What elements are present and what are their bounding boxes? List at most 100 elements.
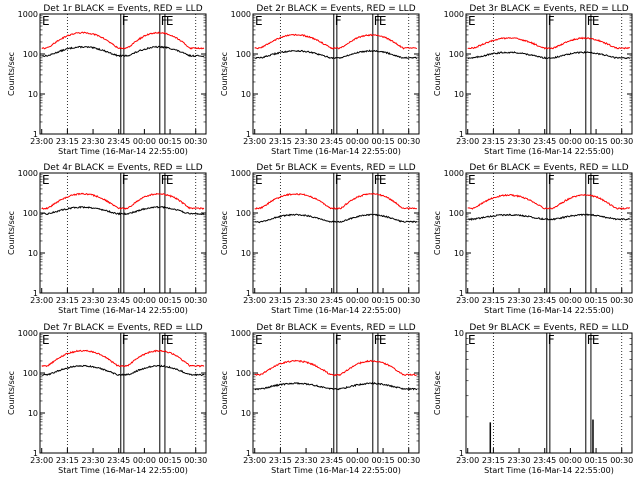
- x-tick-label: 23:00: [456, 137, 479, 146]
- events-series-line: [254, 213, 418, 224]
- x-tick-label: 00:15: [372, 296, 395, 305]
- flag-label: E: [468, 14, 476, 28]
- y-tick-label: 10: [28, 90, 38, 99]
- y-axis-label: Counts/sec: [433, 211, 442, 255]
- x-tick-label: 23:30: [508, 456, 531, 465]
- plot-frame: [252, 13, 420, 135]
- lld-series-line: [467, 193, 631, 210]
- y-tick-label: 1000: [18, 10, 38, 19]
- plot-frame: [465, 332, 633, 454]
- x-axis-label: Start Time (16-Mar-14 22:55:00): [484, 306, 614, 315]
- flag-label: F: [587, 333, 594, 347]
- y-tick-label: 1000: [231, 10, 251, 19]
- x-tick-label: 00:00: [133, 137, 156, 146]
- y-tick-label: 10: [454, 90, 464, 99]
- flag-label: E: [255, 333, 263, 347]
- x-tick-label: 23:45: [107, 296, 130, 305]
- y-tick-label: 1000: [444, 169, 464, 178]
- flag-label: E: [592, 333, 600, 347]
- y-tick-label: 1000: [18, 169, 38, 178]
- x-tick-label: 23:30: [295, 296, 318, 305]
- events-series-line: [254, 381, 418, 391]
- x-tick-label: 00:15: [159, 137, 182, 146]
- x-tick-label: 23:45: [533, 296, 556, 305]
- y-tick-label: 100: [449, 209, 464, 218]
- y-axis-label: Counts/sec: [433, 371, 442, 415]
- lld-series-line: [41, 192, 205, 210]
- y-tick-label: 1: [33, 449, 38, 458]
- x-tick-label: 00:30: [184, 137, 207, 146]
- flag-label: E: [166, 14, 174, 28]
- x-axis-label: Start Time (16-Mar-14 22:55:00): [271, 147, 401, 156]
- events-series-line: [467, 50, 630, 60]
- flag-label: F: [548, 333, 555, 347]
- x-tick-label: 00:00: [133, 456, 156, 465]
- lld-series-line: [254, 359, 418, 377]
- x-tick-label: 23:15: [56, 456, 79, 465]
- x-tick-label: 00:30: [610, 456, 633, 465]
- flag-label: F: [548, 173, 555, 187]
- x-axis-label: Start Time (16-Mar-14 22:55:00): [484, 147, 614, 156]
- flag-label: E: [468, 333, 476, 347]
- flag-label: F: [161, 333, 168, 347]
- plot-frame: [39, 332, 207, 454]
- y-tick-label: 100: [23, 369, 38, 378]
- x-tick-label: 23:45: [320, 137, 343, 146]
- x-tick-label: 00:00: [559, 296, 582, 305]
- events-series-line: [254, 49, 418, 60]
- x-tick-label: 23:15: [482, 456, 505, 465]
- x-tick-label: 23:45: [533, 137, 556, 146]
- y-tick-label: 1: [459, 449, 464, 458]
- y-tick-label: 100: [23, 50, 38, 59]
- y-tick-label: 10: [28, 249, 38, 258]
- x-tick-label: 23:00: [456, 456, 479, 465]
- x-tick-label: 00:15: [372, 137, 395, 146]
- x-tick-label: 00:15: [159, 296, 182, 305]
- y-tick-label: 10: [241, 90, 251, 99]
- flag-label: F: [122, 333, 129, 347]
- chart-title: Det 1r BLACK = Events, RED = LLD: [43, 4, 202, 14]
- x-tick-label: 23:00: [243, 296, 266, 305]
- x-tick-label: 00:00: [133, 296, 156, 305]
- x-tick-label: 23:15: [56, 137, 79, 146]
- x-tick-label: 23:30: [82, 296, 105, 305]
- x-tick-label: 00:00: [346, 137, 369, 146]
- y-tick-label: 1: [33, 130, 38, 139]
- flag-label: F: [374, 333, 381, 347]
- x-axis-label: Start Time (16-Mar-14 22:55:00): [58, 466, 188, 475]
- chart-title: Det 7r BLACK = Events, RED = LLD: [43, 323, 202, 333]
- x-tick-label: 00:30: [610, 137, 633, 146]
- chart-title: Det 3r BLACK = Events, RED = LLD: [469, 4, 628, 14]
- plot-frame: [252, 332, 420, 454]
- flag-label: F: [122, 173, 129, 187]
- chart-title: Det 8r BLACK = Events, RED = LLD: [256, 323, 415, 333]
- flag-label: E: [592, 14, 600, 28]
- flag-label: E: [468, 173, 476, 187]
- y-tick-label: 1: [246, 289, 251, 298]
- events-series-line: [41, 364, 205, 377]
- x-tick-label: 23:00: [243, 137, 266, 146]
- x-tick-label: 23:00: [30, 456, 53, 465]
- x-tick-label: 00:30: [610, 296, 633, 305]
- x-tick-label: 00:30: [184, 456, 207, 465]
- plot-frame: [252, 172, 420, 294]
- y-axis-label: Counts/sec: [220, 52, 229, 96]
- plot-frame: [39, 172, 207, 294]
- x-tick-label: 00:30: [184, 296, 207, 305]
- x-tick-label: 00:15: [372, 456, 395, 465]
- x-axis-label: Start Time (16-Mar-14 22:55:00): [484, 466, 614, 475]
- x-tick-label: 23:15: [269, 456, 292, 465]
- x-tick-label: 23:45: [533, 456, 556, 465]
- flag-label: E: [42, 333, 50, 347]
- x-tick-label: 23:00: [30, 137, 53, 146]
- x-tick-label: 23:30: [82, 137, 105, 146]
- flag-label: E: [42, 173, 50, 187]
- y-axis-label: Counts/sec: [7, 52, 16, 96]
